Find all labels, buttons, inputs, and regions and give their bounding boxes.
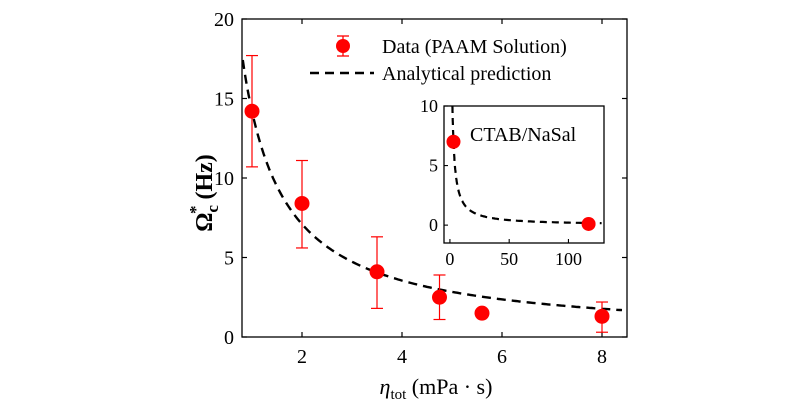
inset-data-marker — [446, 134, 461, 149]
data-point — [432, 274, 447, 321]
x-tick-label: 4 — [397, 346, 407, 368]
inset-data-marker — [581, 216, 596, 231]
svg-text:ηtot (mPa · s): ηtot (mPa · s) — [380, 374, 493, 403]
x-tick-label: 6 — [497, 346, 507, 368]
y-tick-label: 20 — [214, 9, 234, 31]
x-axis-label: ηtot (mPa · s) — [380, 374, 493, 403]
inset-frame — [443, 105, 605, 244]
y-axis-label: Ωc* (Hz) — [186, 154, 222, 232]
data-point — [294, 159, 310, 249]
y-axis-unit: (Hz) — [192, 154, 218, 205]
y-tick-label: 0 — [224, 327, 234, 349]
inset-x-tick-label: 0 — [445, 249, 454, 269]
y-axis-superscript: * — [186, 206, 205, 215]
x-axis-unit: (mPa · s) — [406, 374, 492, 399]
data-point — [594, 301, 610, 333]
data-marker — [432, 289, 447, 305]
data-marker — [244, 103, 260, 119]
main-data-group — [244, 54, 610, 333]
y-tick-label: 10 — [214, 168, 234, 190]
legend: Data (PAAM Solution) Analytical predicti… — [310, 35, 567, 85]
data-marker — [369, 264, 385, 280]
inset-x-tick-label: 50 — [500, 249, 518, 269]
inset-y-tick-label: 5 — [429, 156, 438, 176]
x-tick-label: 8 — [597, 346, 607, 368]
inset-legend-label: CTAB/NaSal — [470, 124, 577, 146]
data-marker — [474, 305, 490, 321]
x-axis-subscript: tot — [390, 387, 407, 403]
main-fit-group — [241, 59, 623, 312]
x-axis-symbol: η — [380, 374, 391, 399]
analytical-prediction-line — [241, 59, 623, 312]
legend-data-label: Data (PAAM Solution) — [382, 36, 567, 58]
main-axes: 2 4 6 8 0 5 10 15 20 — [214, 9, 628, 368]
y-axis-symbol: Ω — [192, 213, 218, 232]
inset-y-tick-label: 0 — [429, 215, 438, 235]
y-tick-label: 5 — [224, 248, 234, 270]
legend-prediction-label: Analytical prediction — [382, 63, 551, 85]
inset-y-tick-label: 10 — [420, 96, 438, 116]
x-tick-label: 2 — [297, 346, 307, 368]
data-point — [369, 236, 385, 309]
data-marker — [294, 195, 310, 211]
legend-data-marker — [336, 39, 350, 53]
data-point — [474, 305, 490, 321]
y-tick-label: 15 — [214, 89, 234, 111]
svg-text:Ωc* (Hz): Ωc* (Hz) — [186, 154, 222, 232]
data-point — [244, 54, 260, 168]
inset-x-tick-label: 100 — [555, 249, 582, 269]
inset-plot: 0 50 100 0 5 10 CTAB/NaSal — [420, 96, 605, 269]
y-axis-subscript: c — [203, 205, 222, 213]
data-marker — [594, 308, 610, 324]
